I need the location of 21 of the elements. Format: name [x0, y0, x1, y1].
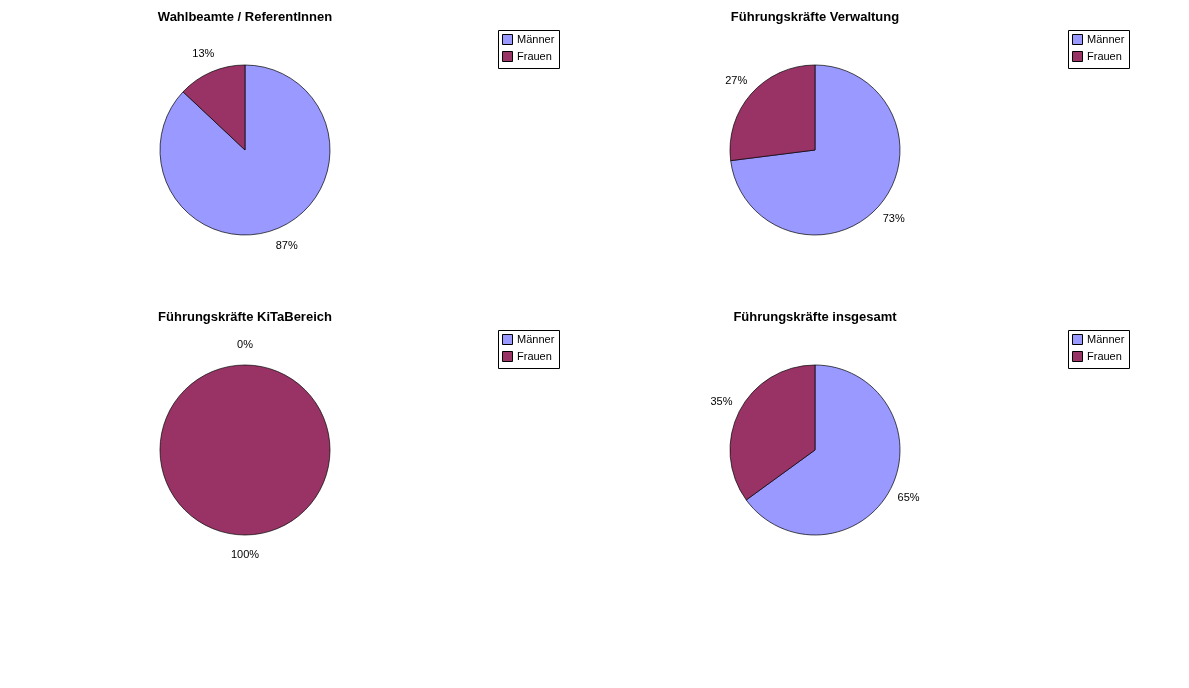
pie-slice — [159, 64, 331, 236]
legend-label: Männer — [517, 332, 555, 345]
data-label: 87% — [275, 239, 298, 252]
legend-label: Männer — [1087, 332, 1125, 345]
chart-title: Führungskräfte Verwaltung — [730, 8, 900, 24]
chart-title: Führungskräfte insgesamt — [733, 308, 898, 324]
legend-label: Frauen — [517, 349, 552, 362]
chart-title: Wahlbeamte / ReferentInnen — [157, 8, 333, 24]
legend-label: Frauen — [1087, 49, 1122, 62]
legend-label: Männer — [1087, 32, 1125, 45]
data-label: 35% — [710, 395, 733, 408]
data-label: 100% — [230, 548, 260, 560]
text: 0% — [237, 338, 253, 350]
chart-title: Führungskräfte KiTaBereich — [158, 308, 332, 324]
legend-label: Männer — [517, 32, 555, 45]
legend-label: Frauen — [517, 49, 552, 62]
data-label: 13% — [192, 46, 215, 59]
legend-label: Frauen — [1087, 349, 1122, 362]
data-label: 27% — [725, 73, 748, 86]
data-label: 65% — [897, 490, 920, 503]
data-label: 73% — [882, 212, 905, 225]
